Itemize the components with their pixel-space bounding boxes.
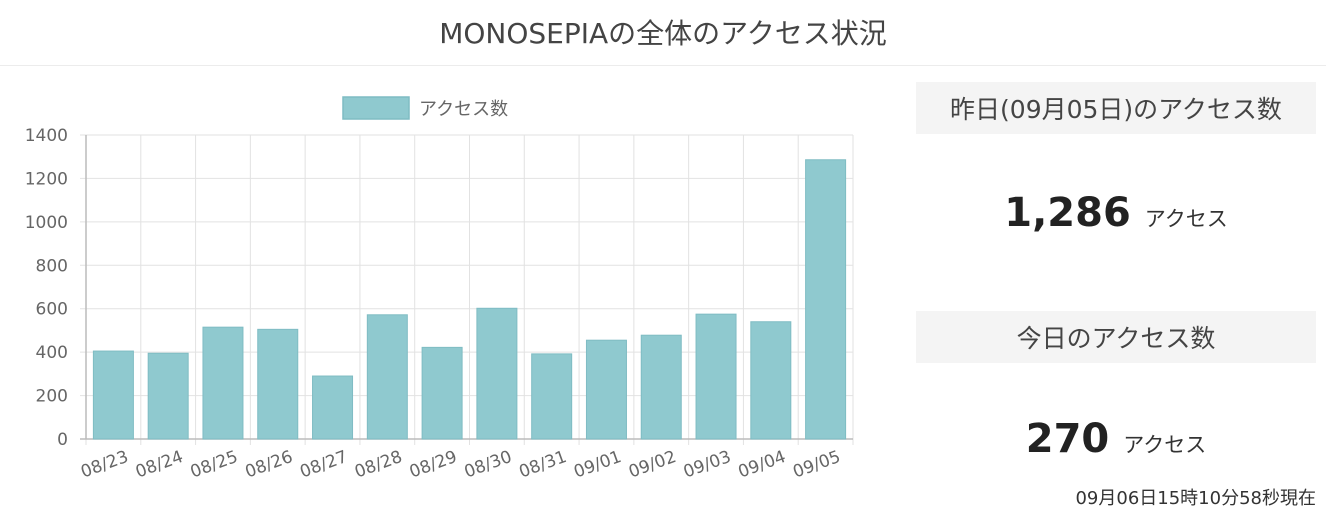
x-tick-label: 08/23	[78, 447, 131, 483]
bar	[476, 307, 518, 440]
x-tick-label: 08/24	[133, 447, 186, 483]
bar	[257, 328, 299, 440]
y-tick-label: 1000	[25, 213, 68, 233]
y-tick-label: 200	[36, 387, 68, 407]
y-tick-label: 0	[57, 430, 68, 450]
y-tick-label: 1200	[25, 169, 68, 189]
bar	[695, 313, 737, 440]
x-tick-label: 08/27	[297, 447, 350, 483]
bar	[640, 334, 682, 440]
x-tick-label: 08/25	[188, 447, 241, 483]
bar	[421, 346, 463, 440]
page-title: MONOSEPIAの全体のアクセス状況	[439, 17, 887, 50]
y-tick-label: 800	[36, 256, 68, 276]
yesterday-access-stat: 1,286 アクセス	[916, 190, 1316, 236]
today-access-header: 今日のアクセス数	[916, 311, 1316, 363]
x-tick-label: 09/04	[736, 447, 789, 483]
x-tick-label: 08/28	[352, 447, 405, 483]
yesterday-access-count: 1,286	[1004, 190, 1131, 236]
y-tick-label: 1400	[25, 126, 68, 146]
bar	[202, 326, 244, 440]
bar	[147, 352, 189, 440]
x-tick-label: 09/01	[571, 447, 624, 483]
header-divider	[0, 65, 1326, 66]
bar	[366, 314, 408, 440]
x-tick-label: 08/30	[462, 447, 515, 483]
y-tick-label: 400	[36, 343, 68, 363]
timestamp: 09月06日15時10分58秒現在	[1075, 488, 1316, 509]
legend-label: アクセス数	[419, 99, 508, 120]
yesterday-access-header: 昨日(09月05日)のアクセス数	[916, 82, 1316, 134]
x-tick-label: 08/31	[517, 447, 570, 483]
x-tick-label: 09/05	[790, 447, 843, 483]
bar	[585, 339, 627, 440]
access-bar-chart: 0 200 400 600 800 1000 1200 1400 08/23 08/24 08/25…	[25, 96, 854, 483]
yesterday-access-unit: アクセス	[1144, 207, 1228, 231]
today-access-unit: アクセス	[1123, 433, 1207, 457]
bar	[750, 321, 792, 440]
bar	[92, 350, 134, 440]
x-tick-label: 08/29	[407, 447, 460, 483]
legend-swatch	[342, 96, 410, 120]
bar	[531, 353, 573, 440]
bar	[805, 159, 847, 440]
y-tick-label: 600	[36, 300, 68, 320]
x-tick-label: 09/02	[626, 447, 679, 483]
bar	[312, 375, 354, 440]
x-tick-label: 08/26	[243, 447, 296, 483]
today-access-count: 270	[1025, 416, 1110, 462]
today-access-stat: 270 アクセス	[916, 416, 1316, 462]
x-tick-label: 09/03	[681, 447, 734, 483]
